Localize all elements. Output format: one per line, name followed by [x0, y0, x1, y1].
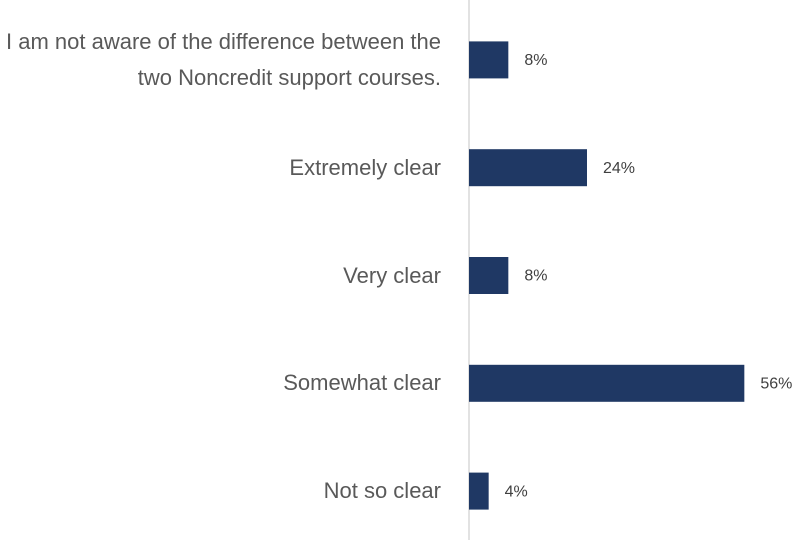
bar — [469, 257, 509, 294]
category-label: I am not aware of the difference between… — [6, 28, 441, 90]
bar — [469, 149, 587, 187]
category-label: Not so clear — [323, 478, 441, 504]
bar — [469, 41, 509, 79]
value-label: 56% — [760, 376, 792, 393]
bar — [469, 364, 745, 402]
value-label: 4% — [505, 483, 528, 500]
category-label: Extremely clear — [289, 154, 441, 180]
category-label: Somewhat clear — [283, 370, 441, 396]
bar — [469, 472, 489, 510]
category-label: Very clear — [343, 262, 441, 288]
value-label: 8% — [524, 52, 547, 69]
value-label: 24% — [603, 160, 635, 177]
value-label: 8% — [524, 268, 547, 285]
